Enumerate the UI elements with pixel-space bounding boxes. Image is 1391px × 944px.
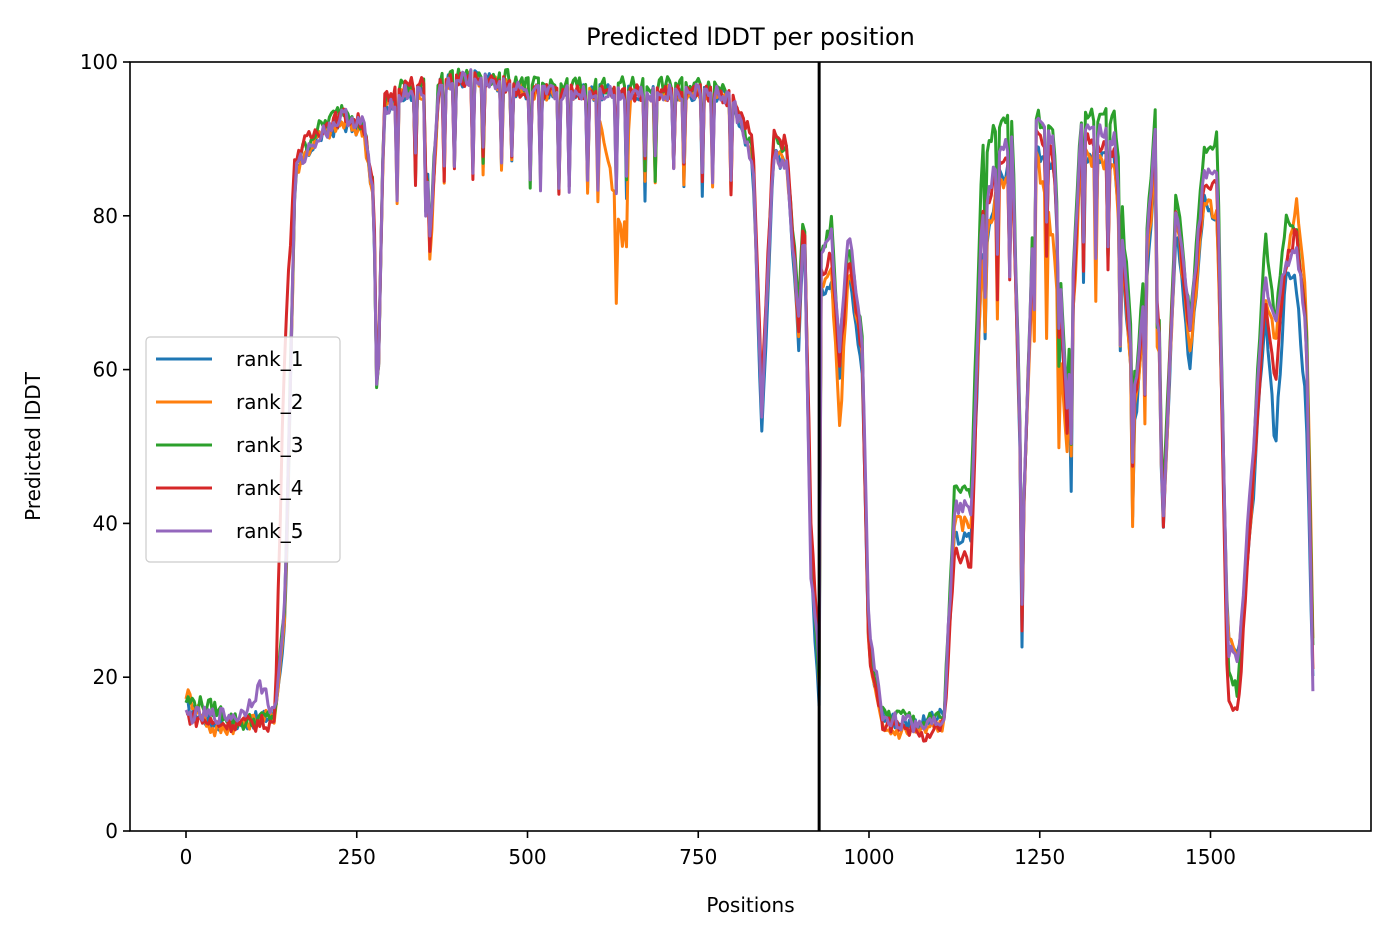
- legend-label-rank_2: rank_2: [236, 390, 303, 414]
- x-axis-label: Positions: [706, 893, 794, 917]
- x-tick-label: 1250: [1014, 845, 1065, 869]
- series-layer: [184, 67, 1315, 743]
- chart-title: Predicted lDDT per position: [586, 23, 915, 51]
- y-tick-label: 40: [93, 511, 118, 535]
- y-tick-label: 0: [105, 819, 118, 843]
- x-tick-label: 1500: [1185, 845, 1236, 869]
- y-axis-label: Predicted lDDT: [21, 371, 45, 521]
- x-axis-ticks: 0 250 500 750 1000 1250 1500: [180, 831, 1236, 869]
- y-tick-label: 20: [93, 665, 118, 689]
- x-tick-label: 1000: [844, 845, 895, 869]
- plot-frame: [129, 61, 1372, 832]
- x-tick-label: 500: [508, 845, 546, 869]
- y-tick-label: 100: [80, 50, 118, 74]
- y-tick-label: 80: [93, 204, 118, 228]
- series-line-rank_2: [184, 70, 1315, 740]
- legend-label-rank_1: rank_1: [236, 347, 303, 371]
- series-line-rank_5: [184, 68, 1315, 734]
- legend-label-rank_5: rank_5: [236, 519, 303, 543]
- y-tick-label: 60: [93, 358, 118, 382]
- x-tick-label: 0: [180, 845, 193, 869]
- legend-label-rank_4: rank_4: [236, 476, 303, 500]
- y-axis-ticks: 0 20 40 60 80 100: [80, 50, 130, 843]
- legend-box: [145, 336, 341, 563]
- legend-label-rank_3: rank_3: [236, 433, 303, 457]
- legend: rank_1 rank_2 rank_3 rank_4 rank_5: [145, 336, 341, 563]
- x-tick-label: 750: [679, 845, 717, 869]
- x-tick-label: 250: [338, 845, 376, 869]
